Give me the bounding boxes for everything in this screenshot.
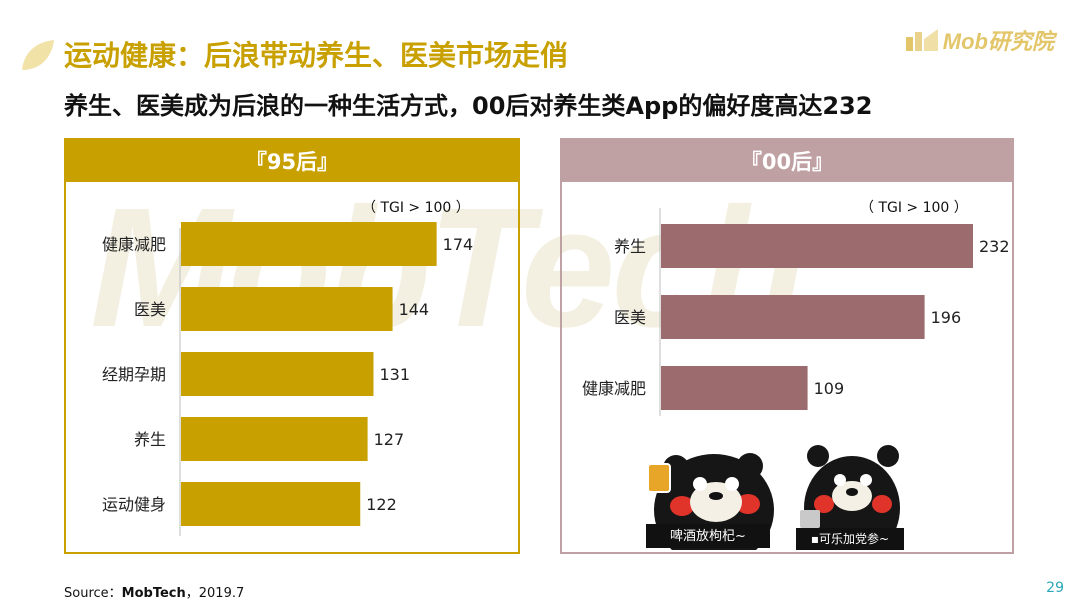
data-label: 232 — [979, 237, 1010, 256]
panel-00-title: 『00后』 — [562, 140, 1012, 182]
sticker-caption-1: 啤酒放枸杞~ — [670, 529, 746, 544]
chart-95: （ TGI > 100 ） 健康减肥 174 医美 144 经期孕期 131 养生 127 运动健… — [102, 200, 474, 536]
brand-logo: Mob研究院 — [905, 24, 1054, 56]
data-label: 131 — [379, 365, 410, 384]
category-label: 养生 — [134, 430, 166, 449]
bar — [661, 295, 925, 339]
source-name: MobTech — [121, 586, 186, 601]
panel-95-title: 『95后』 — [66, 140, 518, 182]
kumamon-beer-icon: 啤酒放枸杞~ — [636, 440, 780, 550]
data-label: 122 — [366, 495, 397, 514]
bar — [181, 482, 361, 526]
category-label: 医美 — [134, 300, 166, 319]
category-label: 健康减肥 — [582, 379, 646, 398]
panel-00: 『00后』 （ TGI > 100 ） 养生 232 医美 196 健康减肥 109 — [560, 138, 1014, 554]
logo-mark-icon — [905, 29, 938, 51]
leaf-icon — [22, 40, 54, 70]
bar — [181, 417, 368, 461]
category-label: 运动健身 — [102, 495, 166, 514]
bar — [661, 224, 973, 268]
kumamon-cup-icon: ▪可乐加党参~ — [796, 440, 904, 550]
tgi-note: （ TGI > 100 ） — [860, 200, 968, 216]
source-date: ，2019.7 — [185, 586, 245, 601]
brand-name: Mob研究院 — [942, 29, 1054, 54]
page-subtitle: 养生、医美成为后浪的一种生活方式，00后对养生类App的偏好度高达232 — [64, 92, 873, 120]
page-title: 运动健康：后浪带动养生、医美市场走俏 — [64, 39, 569, 72]
category-label: 经期孕期 — [102, 365, 166, 384]
bar — [181, 287, 393, 331]
category-label: 健康减肥 — [102, 235, 166, 254]
tgi-note: （ TGI > 100 ） — [362, 200, 470, 216]
data-label: 174 — [443, 235, 474, 254]
source-label: Source： — [64, 586, 122, 601]
data-label: 127 — [374, 430, 405, 449]
data-label: 196 — [931, 308, 962, 327]
category-label: 医美 — [614, 308, 646, 327]
source-line: Source：MobTech，2019.7 — [64, 582, 244, 601]
bar — [181, 352, 374, 396]
sticker-caption-2: ▪可乐加党参~ — [811, 531, 889, 546]
page-number: 29 — [1046, 580, 1064, 596]
bar — [661, 366, 808, 410]
panel-95: 『95后』 （ TGI > 100 ） 健康减肥 174 医美 144 经期孕期 131 养生… — [64, 138, 520, 554]
data-label: 109 — [814, 379, 845, 398]
chart-00: （ TGI > 100 ） 养生 232 医美 196 健康减肥 109 — [582, 200, 1010, 416]
bar — [181, 222, 437, 266]
data-label: 144 — [399, 300, 430, 319]
category-label: 养生 — [614, 237, 646, 256]
